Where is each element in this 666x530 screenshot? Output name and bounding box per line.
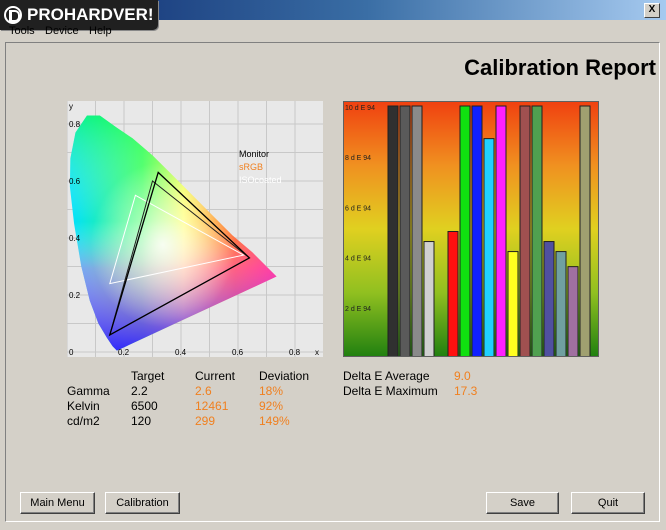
menu-device[interactable]: Device: [45, 25, 79, 37]
y-tick-label: 0.6: [69, 177, 81, 186]
bar: [399, 105, 411, 357]
y-tick-label: 0.8: [69, 120, 81, 129]
x-tick-label: 0.8: [289, 348, 301, 357]
isocoated-gamut: [109, 194, 246, 285]
delta-e-maximum-label: Delta E Maximum: [343, 384, 438, 398]
bar: [423, 241, 435, 357]
close-button[interactable]: X: [644, 3, 660, 18]
quit-button[interactable]: Quit: [571, 492, 645, 514]
bar: [411, 105, 423, 357]
delta-e-bar-chart: 10 d E 94 8 d E 94 6 d E 94 4 d E 94 2 d E 9…: [343, 101, 599, 357]
bar: [387, 105, 399, 357]
bar: [519, 105, 531, 357]
y-tick-label: 0.4: [69, 234, 81, 243]
menu-tools[interactable]: Tools: [9, 25, 35, 37]
row-target: 2.2: [131, 384, 148, 398]
bar: [447, 231, 459, 357]
bar: [531, 105, 543, 357]
save-button[interactable]: Save: [486, 492, 559, 514]
title-bar: X: [0, 0, 666, 20]
y-axis-label: y: [69, 102, 73, 111]
row-label: Gamma: [67, 384, 110, 398]
bar: [495, 105, 507, 357]
bar: [579, 105, 591, 357]
header-current: Current: [195, 369, 236, 383]
prohardver-logo: PROHARDVER!: [0, 0, 158, 30]
x-tick-label: 0.2: [118, 348, 130, 357]
delta-e-average-label: Delta E Average: [343, 369, 430, 383]
y-tick-label: 0.2: [69, 291, 81, 300]
row-label: cd/m2: [67, 414, 100, 428]
y-tick-label: 6 d E 94: [345, 205, 371, 212]
row-deviation: 18%: [259, 384, 284, 398]
y-tick-label: 0: [69, 348, 74, 357]
header-target: Target: [131, 369, 165, 383]
x-tick-label: 0.4: [175, 348, 187, 357]
x-tick-label: 0.6: [232, 348, 244, 357]
row-target: 6500: [131, 399, 158, 413]
cie-diagram: y x 0.8 0.6 0.4 0.2 0 0.2 0.4 0.6 0.8 Monitor sRGB IS…: [67, 101, 323, 357]
legend-entry: ISOcoated: [239, 175, 282, 185]
delta-e-maximum-value: 17.3: [454, 384, 478, 398]
bar: [543, 241, 555, 357]
row-current: 12461: [195, 399, 229, 413]
page-title: Calibration Report: [464, 55, 656, 80]
bar: [459, 105, 471, 357]
row-deviation: 92%: [259, 399, 284, 413]
content-frame: [5, 42, 660, 522]
row-current: 299: [195, 414, 216, 428]
bar: [507, 251, 519, 357]
logo-text: PROHARDVER!: [27, 5, 154, 24]
bar: [483, 138, 495, 357]
x-axis-label: x: [315, 348, 319, 357]
logo-icon: [4, 6, 22, 24]
row-current: 2.6: [195, 384, 212, 398]
row-label: Kelvin: [67, 399, 100, 413]
row-deviation: 149%: [259, 414, 290, 428]
row-target: 120: [131, 414, 152, 428]
main-menu-button[interactable]: Main Menu: [20, 492, 95, 514]
y-tick-label: 8 d E 94: [345, 155, 371, 162]
y-tick-label: 4 d E 94: [345, 256, 371, 263]
calibration-button[interactable]: Calibration: [105, 492, 180, 514]
y-tick-label: 10 d E 94: [345, 105, 375, 112]
legend-entry: Monitor: [239, 149, 269, 159]
menu-help[interactable]: Help: [89, 25, 112, 37]
menu-bar: Tools Device Help: [0, 20, 666, 40]
chart-border: [343, 101, 599, 357]
bar: [567, 266, 579, 357]
legend-entry: sRGB: [239, 162, 263, 172]
monitor-gamut: [108, 171, 251, 337]
header-deviation: Deviation: [259, 369, 310, 383]
delta-e-average-value: 9.0: [454, 369, 471, 383]
y-tick-label: 2 d E 94: [345, 306, 371, 313]
bar: [471, 105, 483, 357]
bar: [555, 251, 567, 357]
